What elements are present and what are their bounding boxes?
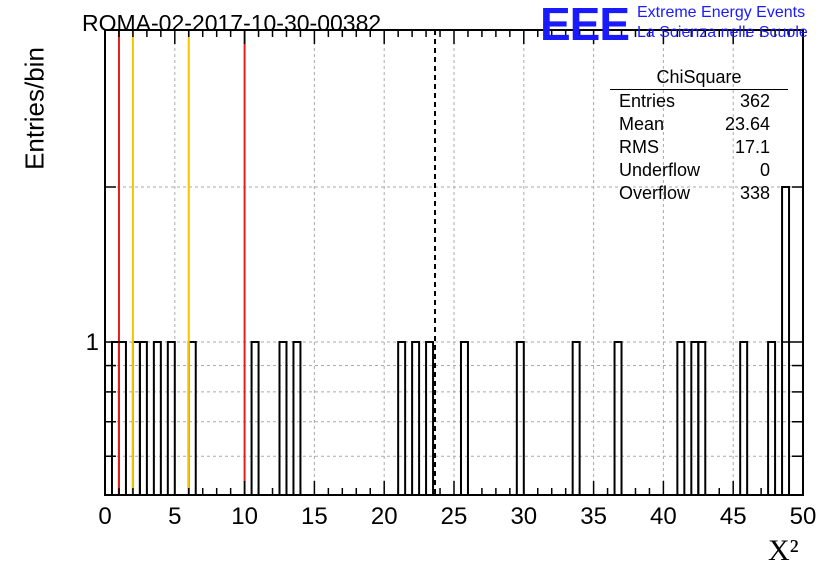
histogram-bar (131, 341, 141, 495)
y-axis-label: Entries/bin (19, 47, 50, 170)
histogram-bar (250, 341, 260, 495)
histogram-bar (767, 341, 777, 495)
x-tick-label: 20 (371, 503, 398, 530)
x-tick-label: 35 (580, 503, 607, 530)
histogram-bar (515, 341, 525, 495)
x-tick-labels: 0 5 10 15 20 25 30 35 40 45 50 (98, 503, 816, 530)
stats-value: 362 (739, 91, 770, 111)
histogram-bar (397, 341, 407, 495)
histogram-bar (613, 341, 623, 495)
histogram-bar (571, 341, 581, 495)
x-tick-label: 25 (441, 503, 468, 530)
stats-row: Underflow 0 (610, 159, 788, 182)
histogram-bar (425, 341, 435, 495)
x-tick-label: 50 (790, 503, 817, 530)
chart-title: ROMA-02-2017-10-30-00382 (82, 10, 382, 36)
histogram-bar (292, 341, 302, 495)
eee-logo: EEE (540, 0, 630, 50)
histogram-bar (152, 341, 162, 495)
x-tick-label: 15 (301, 503, 328, 530)
histogram-bar (411, 341, 421, 495)
stats-label: Entries (619, 91, 676, 111)
histogram-bar (739, 341, 749, 495)
x-tick-label: 40 (650, 503, 677, 530)
x-tick-label: 30 (510, 503, 537, 530)
stats-label: RMS (619, 137, 659, 157)
grid-lines (105, 30, 803, 495)
stats-row: Overflow 338 (610, 182, 788, 205)
y-tick-labels: 1 (86, 329, 99, 356)
stats-box: ChiSquare Entries 362 Mean 23.64 RMS 17.… (610, 66, 788, 205)
histogram-bar (781, 186, 791, 495)
histogram-bar (690, 341, 700, 495)
stats-label: Overflow (619, 183, 691, 203)
logo-line-1: Extreme Energy Events (637, 4, 806, 21)
histogram-bar (459, 341, 469, 495)
stats-label: Underflow (619, 160, 701, 180)
stats-label: Mean (619, 114, 665, 134)
x-tick-label: 45 (720, 503, 747, 530)
histogram-bar (138, 341, 148, 495)
axes (104, 29, 804, 496)
histogram-bar (697, 341, 707, 495)
histogram-bar (166, 341, 176, 495)
stats-value: 338 (739, 183, 770, 203)
y-tick-label: 1 (86, 329, 99, 356)
stats-title: ChiSquare (610, 66, 788, 90)
stats-row: Mean 23.64 (610, 113, 788, 136)
stats-value: 0 (759, 160, 770, 180)
x-tick-label: 5 (168, 503, 181, 530)
marker-lines (117, 30, 437, 495)
stats-row: Entries 362 (610, 90, 788, 113)
histogram-bar (117, 341, 127, 495)
stats-value: 17.1 (734, 137, 770, 157)
histogram-bar (278, 341, 288, 495)
x-tick-label: 10 (231, 503, 258, 530)
histogram-bars (110, 186, 791, 495)
stats-row: RMS 17.1 (610, 136, 788, 159)
logo-line-2: La Scienza nelle Scuole (637, 24, 808, 41)
histogram-bar (187, 341, 197, 495)
x-tick-label: 0 (98, 503, 111, 530)
stats-value: 23.64 (724, 114, 770, 134)
x-axis-label: X² (768, 534, 799, 567)
histogram-bar (676, 341, 686, 495)
